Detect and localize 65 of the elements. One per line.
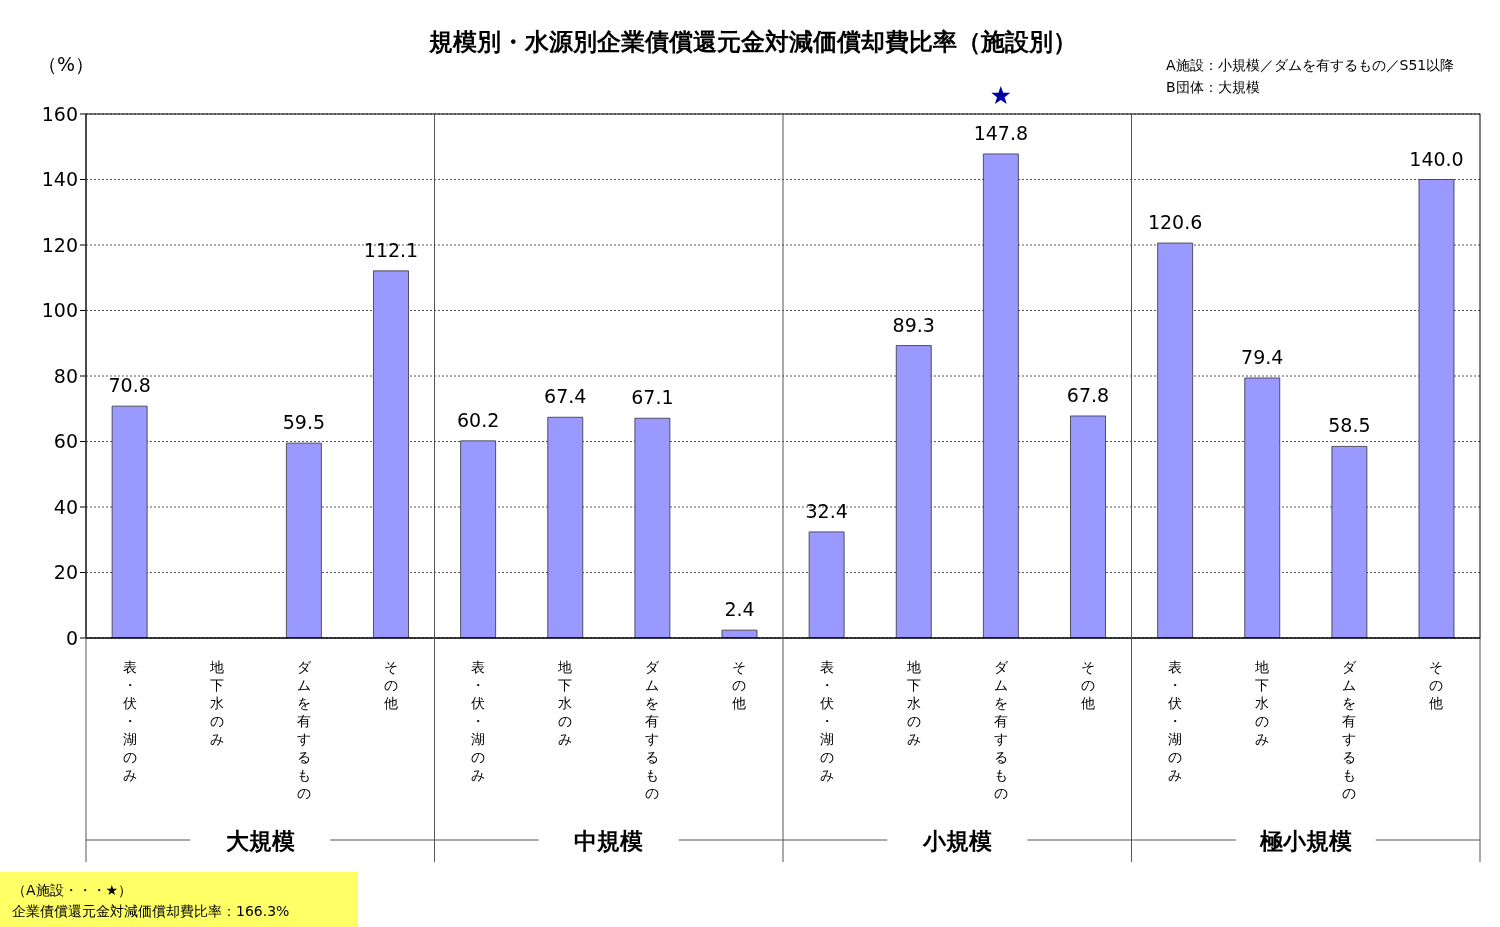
bar — [1070, 415, 1106, 638]
data-label: 112.1 — [363, 238, 419, 261]
text: B団体：大規模 — [1166, 78, 1261, 97]
x-tick-label: その他 — [732, 659, 747, 711]
x-tick-label: その他 — [383, 659, 398, 711]
y-tick-label: 120 — [41, 233, 78, 256]
bar — [1244, 377, 1281, 638]
data-label: 79.4 — [1241, 345, 1284, 368]
x-tick-label: 表・伏・湖のみ — [471, 659, 486, 783]
text: 極小規模 — [1258, 828, 1352, 854]
text: A施設：小規模／ダムを有するもの／S51以降 — [1166, 56, 1455, 75]
x-tick-label: 表・伏・湖のみ — [819, 659, 834, 783]
chart-title: 規模別・水源別企業債償還元金対減価償却費比率（施設別） — [429, 28, 1077, 56]
x-tick-label: ダムを有するもの — [645, 659, 661, 801]
data-label: 147.8 — [973, 121, 1029, 144]
x-tick-label: ダムを有するもの — [993, 659, 1009, 801]
bar — [1157, 242, 1194, 638]
data-label: 70.8 — [108, 374, 151, 397]
text: 大規模 — [225, 828, 295, 854]
bar — [634, 417, 671, 638]
bar — [808, 531, 845, 638]
x-tick-label: ダムを有するもの — [1342, 659, 1358, 801]
x-tick-label: 地下水のみ — [557, 659, 573, 747]
data-label: 67.8 — [1066, 383, 1110, 406]
data-label: 140.0 — [1409, 147, 1464, 170]
bar — [1331, 446, 1368, 638]
data-label: 59.5 — [282, 411, 326, 434]
data-label: 60.2 — [456, 408, 500, 431]
text: 小規模 — [921, 828, 992, 854]
bar — [982, 153, 1019, 638]
x-tick-label: 表・伏・湖のみ — [122, 659, 137, 783]
x-tick-label: 表・伏・湖のみ — [1168, 659, 1183, 783]
y-tick-label: 40 — [53, 495, 78, 518]
data-label: 32.4 — [805, 499, 848, 522]
y-tick-label: 160 — [41, 102, 78, 125]
data-label: 67.1 — [631, 386, 674, 409]
y-tick-label: 80 — [53, 364, 78, 387]
y-tick-label: 20 — [53, 561, 78, 584]
y-axis-title: （%） — [38, 52, 95, 77]
bar — [285, 442, 322, 638]
text: 中規模 — [574, 828, 644, 854]
y-tick-label: 140 — [41, 168, 78, 191]
text: 企業債償還元金対減価償却費比率：166.3% — [12, 902, 291, 921]
y-tick-label: 60 — [53, 430, 78, 453]
x-tick-label: ダムを有するもの — [296, 659, 312, 801]
y-tick-label: 100 — [41, 299, 78, 322]
data-label: 2.4 — [724, 598, 755, 621]
x-tick-label: その他 — [1429, 659, 1444, 711]
bar — [111, 405, 148, 638]
data-label: 89.3 — [892, 313, 935, 336]
data-label: 67.4 — [544, 385, 587, 408]
data-label: 120.6 — [1147, 211, 1203, 234]
x-tick-label: 地下水のみ — [208, 659, 224, 747]
y-tick-label: 0 — [65, 626, 78, 649]
bar — [895, 345, 932, 638]
bar — [1418, 179, 1455, 638]
x-tick-label: 地下水のみ — [905, 659, 921, 747]
text: （A施設・・・★） — [12, 881, 134, 900]
bar — [373, 270, 409, 638]
x-tick-label: その他 — [1080, 659, 1095, 711]
x-tick-label: 地下水のみ — [1254, 659, 1270, 747]
bar — [547, 416, 584, 638]
bar — [721, 629, 758, 638]
bar — [460, 440, 497, 638]
data-label: 58.5 — [1328, 414, 1371, 437]
